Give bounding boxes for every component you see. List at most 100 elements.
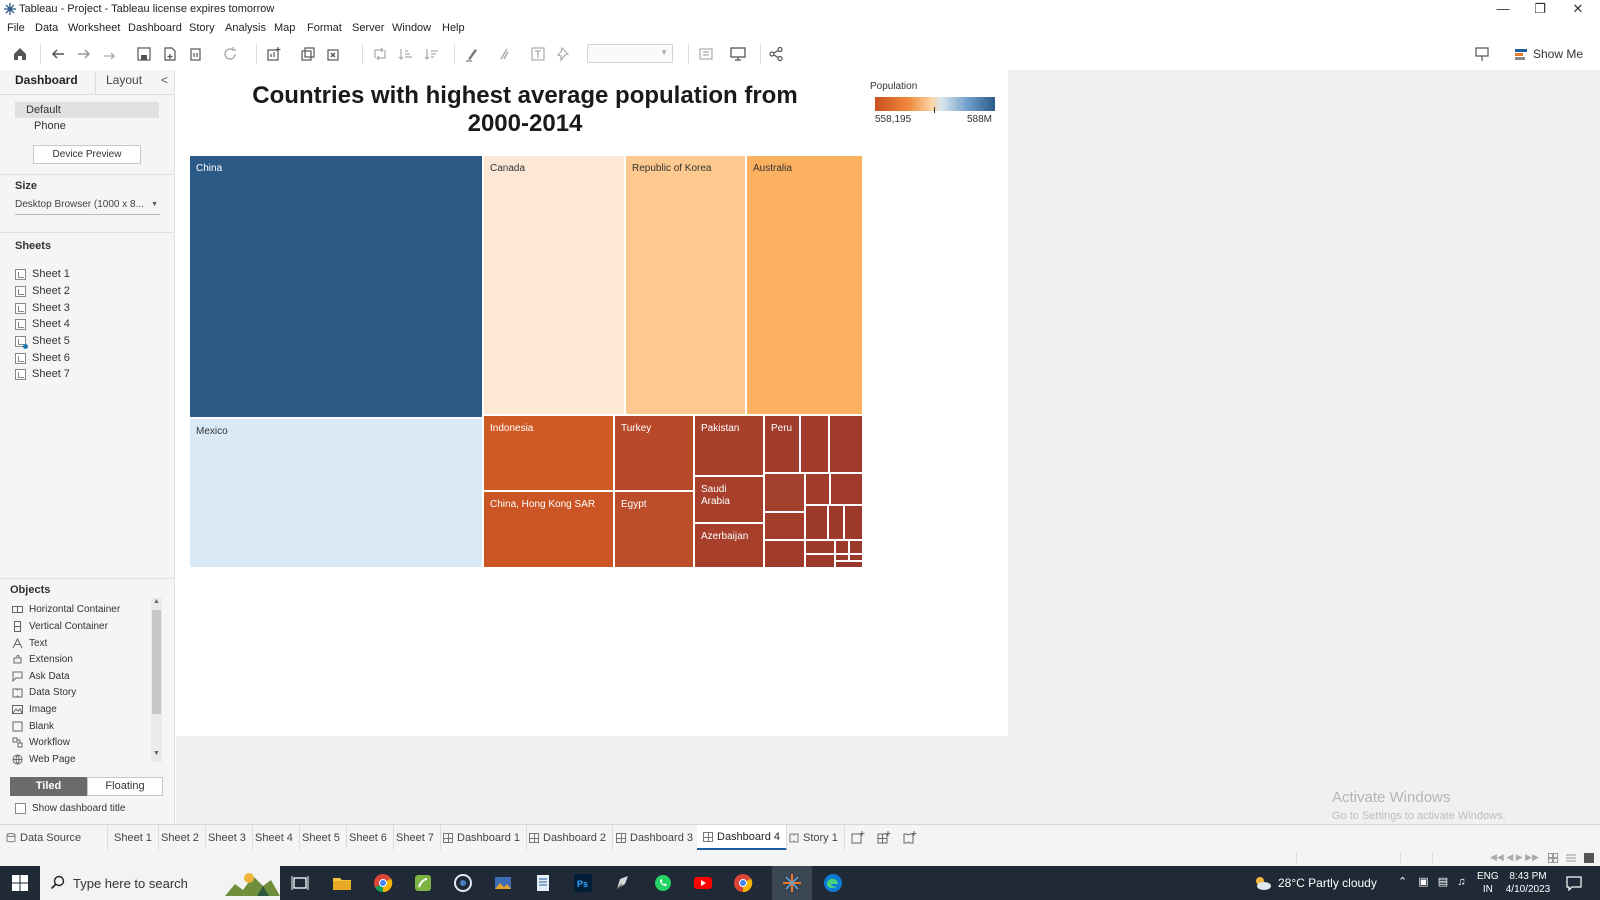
treemap-cell[interactable]: China, Hong Kong SAR bbox=[483, 491, 614, 568]
treemap-cell[interactable] bbox=[830, 473, 863, 505]
object-web-page[interactable]: Web Page bbox=[12, 752, 76, 767]
weather-widget[interactable]: 28°C Partly cloudy bbox=[1252, 875, 1377, 891]
tab-dashboard-3[interactable]: Dashboard 3 bbox=[610, 825, 700, 851]
new-story-tab-icon[interactable] bbox=[902, 830, 918, 846]
objects-scrollbar[interactable]: ▲ ▼ bbox=[151, 598, 162, 762]
tab-dashboard-4[interactable]: Dashboard 4 bbox=[697, 825, 787, 851]
save-icon[interactable] bbox=[136, 46, 152, 62]
menu-worksheet[interactable]: Worksheet bbox=[68, 22, 121, 34]
menu-format[interactable]: Format bbox=[307, 22, 342, 34]
menu-analysis[interactable]: Analysis bbox=[225, 22, 266, 34]
menu-dashboard[interactable]: Dashboard bbox=[128, 22, 182, 34]
treemap-cell[interactable] bbox=[849, 554, 863, 561]
object-vertical-container[interactable]: Vertical Container bbox=[12, 619, 108, 634]
new-worksheet-icon[interactable] bbox=[266, 46, 282, 62]
tab-sheet-1[interactable]: Sheet 1 bbox=[108, 825, 159, 851]
fix-axes-icon[interactable] bbox=[556, 46, 572, 62]
notepad-icon[interactable] bbox=[533, 873, 553, 893]
tableau-app-icon[interactable] bbox=[782, 873, 802, 893]
tab-story-1[interactable]: Story 1 bbox=[783, 825, 845, 851]
new-data-source-icon[interactable] bbox=[162, 46, 178, 62]
floating-button[interactable]: Floating bbox=[87, 777, 163, 796]
share-icon[interactable] bbox=[768, 46, 784, 62]
replay-icon[interactable] bbox=[102, 46, 118, 62]
object-image[interactable]: Image bbox=[12, 702, 57, 717]
chrome-profile-icon[interactable] bbox=[733, 873, 753, 893]
size-dropdown[interactable]: Desktop Browser (1000 x 8... ▼ bbox=[15, 199, 160, 215]
chrome-icon[interactable] bbox=[373, 873, 393, 893]
tab-sheet-6[interactable]: Sheet 6 bbox=[343, 825, 394, 851]
new-worksheet-tab-icon[interactable] bbox=[850, 830, 866, 846]
menu-file[interactable]: File bbox=[7, 22, 25, 34]
treemap-cell[interactable]: Indonesia bbox=[483, 415, 614, 491]
object-blank[interactable]: Blank bbox=[12, 719, 54, 734]
photoshop-icon[interactable]: Ps bbox=[573, 873, 593, 893]
task-view-icon[interactable] bbox=[290, 873, 310, 893]
object-text[interactable]: Text bbox=[12, 636, 47, 651]
menu-help[interactable]: Help bbox=[442, 22, 465, 34]
tab-dashboard-2[interactable]: Dashboard 2 bbox=[523, 825, 613, 851]
checkbox[interactable] bbox=[15, 803, 26, 814]
treemap-cell[interactable]: Republic of Korea bbox=[625, 155, 746, 415]
undo-icon[interactable] bbox=[50, 46, 66, 62]
menu-window[interactable]: Window bbox=[392, 22, 432, 34]
treemap-cell[interactable] bbox=[805, 540, 835, 554]
treemap-cell[interactable] bbox=[829, 415, 863, 473]
treemap-cell[interactable]: Mexico bbox=[189, 418, 483, 568]
scroll-down-icon[interactable]: ▼ bbox=[153, 750, 160, 757]
treemap-cell[interactable]: Azerbaijan bbox=[694, 523, 764, 568]
sheet-item[interactable]: Sheet 2 bbox=[15, 283, 70, 299]
tiled-button[interactable]: Tiled bbox=[10, 777, 87, 796]
show-filmstrip-icon[interactable] bbox=[1548, 853, 1558, 863]
notes-app-icon[interactable] bbox=[413, 873, 433, 893]
youtube-icon[interactable] bbox=[693, 873, 713, 893]
treemap-cell[interactable] bbox=[835, 561, 863, 568]
treemap-cell[interactable] bbox=[800, 415, 829, 473]
object-data-story[interactable]: Data Story bbox=[12, 685, 76, 700]
show-tabs-icon[interactable] bbox=[1584, 853, 1594, 863]
tab-sheet-5[interactable]: Sheet 5 bbox=[296, 825, 347, 851]
language-indicator[interactable]: ENG IN bbox=[1477, 871, 1499, 895]
new-dashboard-tab-icon[interactable] bbox=[876, 830, 892, 846]
sheet-item[interactable]: Sheet 6 bbox=[15, 350, 70, 366]
show-dashboard-title-checkbox[interactable]: Show dashboard title bbox=[15, 803, 125, 814]
teams-meeting-icon[interactable] bbox=[453, 873, 473, 893]
chevron-up-icon[interactable]: ⌃ bbox=[1398, 876, 1408, 888]
treemap-cell[interactable]: China bbox=[189, 155, 483, 418]
treemap-cell[interactable]: Turkey bbox=[614, 415, 694, 491]
show-sheet-sorter-icon[interactable] bbox=[1566, 853, 1576, 863]
treemap-cell[interactable]: Peru bbox=[764, 415, 800, 473]
show-cards-icon[interactable] bbox=[698, 46, 714, 62]
treemap-cell[interactable] bbox=[835, 540, 849, 554]
treemap-cell[interactable] bbox=[764, 512, 805, 540]
menu-map[interactable]: Map bbox=[274, 22, 296, 34]
network-icon[interactable]: ▤ bbox=[1437, 876, 1449, 888]
show-mark-labels-icon[interactable] bbox=[530, 46, 546, 62]
scroll-up-icon[interactable]: ▲ bbox=[153, 598, 160, 605]
treemap-cell[interactable]: Egypt bbox=[614, 491, 694, 568]
photos-app-icon[interactable] bbox=[493, 873, 513, 893]
treemap-cell[interactable] bbox=[805, 473, 830, 505]
treemap-cell[interactable] bbox=[764, 473, 805, 512]
color-legend-bar[interactable] bbox=[875, 97, 995, 111]
treemap-cell[interactable] bbox=[835, 554, 849, 561]
home-icon[interactable] bbox=[12, 46, 28, 62]
collapse-pane-icon[interactable]: < bbox=[161, 73, 169, 87]
close-button[interactable]: ✕ bbox=[1572, 1, 1584, 16]
treemap-cell[interactable] bbox=[849, 540, 863, 554]
presentation-mode-icon[interactable] bbox=[730, 46, 746, 62]
tab-layout[interactable]: Layout bbox=[106, 73, 143, 87]
tab-data-source[interactable]: Data Source bbox=[0, 825, 108, 851]
taskbar-clock[interactable]: 8:43 PM 4/10/2023 bbox=[1503, 870, 1553, 896]
treemap-cell[interactable]: Saudi Arabia bbox=[694, 476, 764, 523]
sort-ascending-icon[interactable] bbox=[398, 46, 414, 62]
treemap-cell[interactable] bbox=[805, 554, 835, 568]
treemap-cell[interactable] bbox=[805, 505, 828, 540]
tab-sheet-3[interactable]: Sheet 3 bbox=[202, 825, 253, 851]
treemap-cell[interactable]: Australia bbox=[746, 155, 863, 415]
object-horizontal-container[interactable]: Horizontal Container bbox=[12, 602, 120, 617]
menu-story[interactable]: Story bbox=[189, 22, 215, 34]
minimize-button[interactable]: — bbox=[1496, 1, 1510, 16]
device-phone[interactable]: Phone bbox=[34, 120, 66, 132]
device-preview-button[interactable]: Device Preview bbox=[33, 145, 141, 164]
